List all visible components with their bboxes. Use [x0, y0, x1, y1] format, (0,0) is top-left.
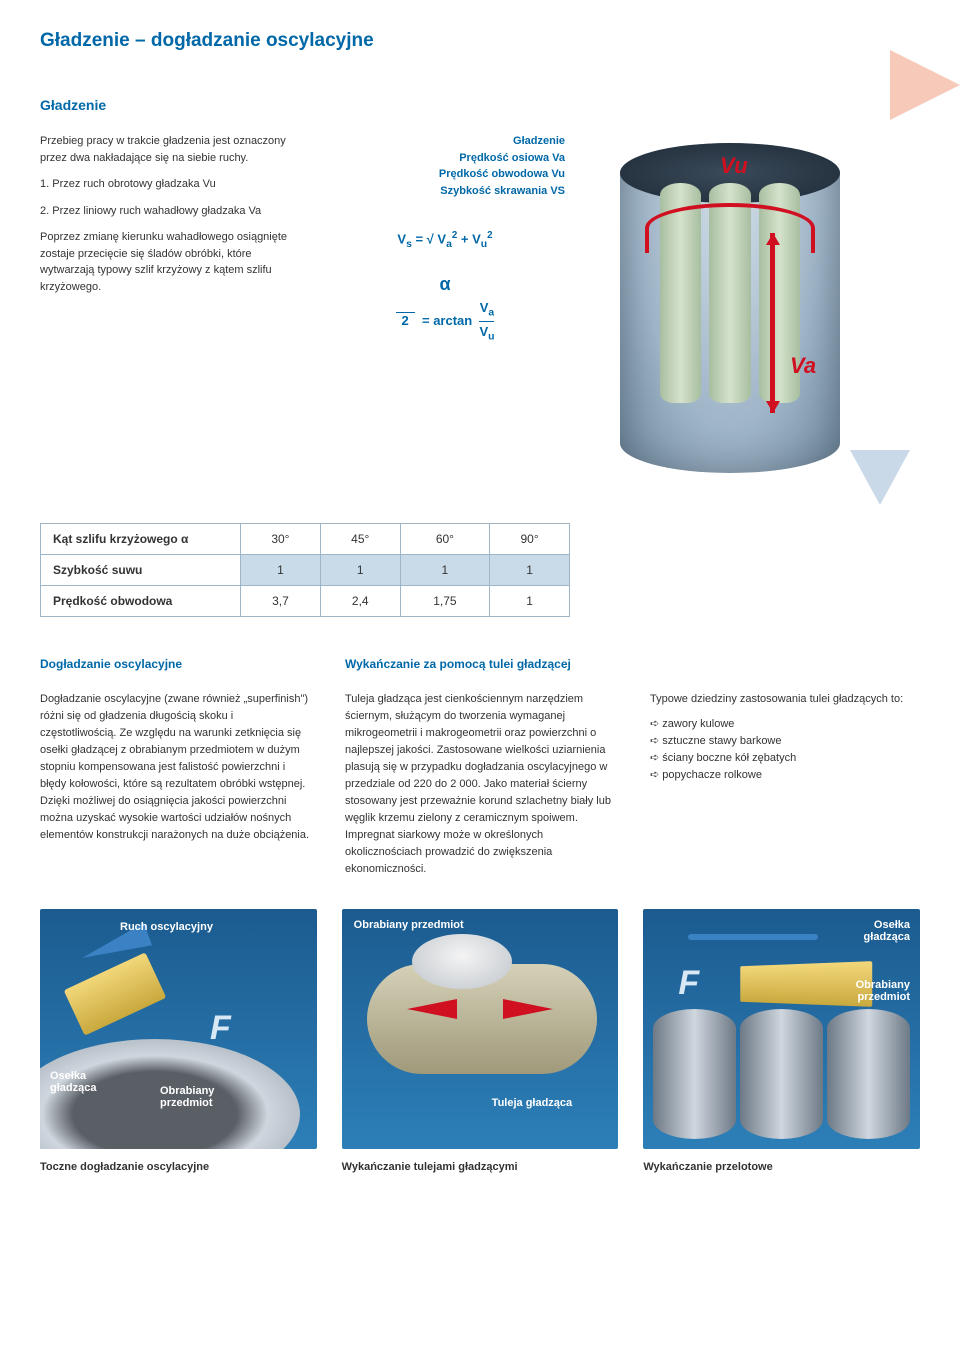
table-cell: 1: [400, 555, 489, 586]
table-cell: 1: [490, 586, 570, 617]
list-item: sztuczne stawy barkowe: [650, 733, 920, 750]
table-row: Szybkość suwu 1 1 1 1: [41, 555, 570, 586]
decorative-triangle-pink: [890, 50, 960, 120]
table-cell: 45°: [320, 524, 400, 555]
roll: [653, 1009, 736, 1139]
lower-col-1: Dogładzanie oscylacyjne (zwane również „…: [40, 691, 310, 879]
table-cell: 90°: [490, 524, 570, 555]
table-cell: 1,75: [400, 586, 489, 617]
legend-l3: Szybkość skrawania VS: [325, 183, 565, 200]
caption-1: Toczne dogładzanie oscylacyjne: [40, 1161, 317, 1173]
table-cell: Szybkość suwu: [41, 555, 241, 586]
intro-p1: Przebieg pracy w trakcie gładzenia jest …: [40, 133, 300, 166]
table-row: Kąt szlifu krzyżowego α 30° 45° 60° 90°: [41, 524, 570, 555]
table-cell: 60°: [400, 524, 489, 555]
d1-label-stone: Osełka gładząca: [50, 1070, 110, 1094]
d2-label-top: Obrabiany przedmiot: [354, 919, 464, 931]
intro-li2: 2. Przez liniowy ruch wahadłowy gładzaka…: [40, 203, 300, 220]
list-item: popychacze rolkowe: [650, 767, 920, 784]
vu-arrow-icon: [645, 203, 815, 253]
force-f-label: F: [210, 1009, 231, 1048]
d3-label-work: Obrabiany przedmiot: [830, 979, 910, 1003]
d3-label-stone: Osełka gładząca: [840, 919, 910, 943]
formula-2: α2 = arctan VaVu: [325, 271, 565, 345]
subhead-top: Gładzenie: [40, 97, 920, 113]
d1-label-work: Obrabiany przedmiot: [160, 1085, 240, 1109]
legend-l1: Prędkość osiowa Va: [325, 150, 565, 167]
lower-headings: Dogładzanie oscylacyjne Wykańczanie za p…: [40, 657, 920, 671]
lower-col-3: Typowe dziedziny zastosowania tulei gład…: [650, 691, 920, 879]
page-title: Gładzenie – dogładzanie oscylacyjne: [40, 30, 920, 52]
formula-1: Vs = √ Va2 + Vu2: [325, 229, 565, 253]
intro-li1: 1. Przez ruch obrotowy gładzaka Vu: [40, 176, 300, 193]
roll: [827, 1009, 910, 1139]
d3-oscillation-arrow-icon: [688, 934, 818, 940]
lower-col-2: Tuleja gładząca jest cienkościennym narz…: [345, 691, 615, 879]
table-cell: 3,7: [241, 586, 321, 617]
va-label: Va: [790, 353, 816, 379]
diagram-throughfeed: Osełka gładząca F Obrabiany przedmiot: [643, 909, 920, 1149]
d1-stone: [64, 952, 167, 1035]
d1-label-top: Ruch oscylacyjny: [120, 921, 213, 933]
table-cell: 1: [320, 555, 400, 586]
legend-column: Gładzenie Prędkość osiowa Va Prędkość ob…: [325, 133, 565, 493]
table-row: Prędkość obwodowa 3,7 2,4 1,75 1: [41, 586, 570, 617]
vu-label: Vu: [720, 153, 748, 179]
list-item: zawory kulowe: [650, 716, 920, 733]
lower-columns: Dogładzanie oscylacyjne (zwane również „…: [40, 691, 920, 879]
d2-label-sleeve: Tuleja gładząca: [492, 1097, 573, 1109]
table-cell: Kąt szlifu krzyżowego α: [41, 524, 241, 555]
diagram-row: Ruch oscylacyjny F Osełka gładząca Obrab…: [40, 909, 920, 1149]
table-cell: 1: [490, 555, 570, 586]
legend-l2: Prędkość obwodowa Vu: [325, 166, 565, 183]
angle-table: Kąt szlifu krzyżowego α 30° 45° 60° 90° …: [40, 523, 570, 617]
va-arrow-icon: [770, 233, 775, 413]
lower-head-2: Wykańczanie za pomocą tulei gładzącej: [345, 657, 615, 671]
list-item: ściany boczne kół zębatych: [650, 750, 920, 767]
table-cell: 30°: [241, 524, 321, 555]
intro-column: Przebieg pracy w trakcie gładzenia jest …: [40, 133, 300, 493]
cylinder-diagram: Vu Va: [590, 133, 870, 493]
diagram-sleeve: Obrabiany przedmiot Tuleja gładząca: [342, 909, 619, 1149]
formulas: Vs = √ Va2 + Vu2 α2 = arctan VaVu: [325, 229, 565, 345]
caption-2: Wykańczanie tulejami gładzącymi: [342, 1161, 619, 1173]
table-cell: 2,4: [320, 586, 400, 617]
diagram-oscillation: Ruch oscylacyjny F Osełka gładząca Obrab…: [40, 909, 317, 1149]
diagram-captions: Toczne dogładzanie oscylacyjne Wykańczan…: [40, 1161, 920, 1173]
lower-head-spacer: [650, 657, 920, 671]
lower-col3-intro: Typowe dziedziny zastosowania tulei gład…: [650, 691, 920, 708]
caption-3: Wykańczanie przelotowe: [643, 1161, 920, 1173]
legend-title: Gładzenie: [325, 133, 565, 150]
intro-p2: Poprzez zmianę kierunku wahadłowego osią…: [40, 229, 300, 295]
application-list: zawory kulowe sztuczne stawy barkowe ści…: [650, 716, 920, 784]
table-cell: 1: [241, 555, 321, 586]
d3-rolls: [653, 1009, 910, 1139]
top-row: Przebieg pracy w trakcie gładzenia jest …: [40, 133, 920, 493]
table-cell: Prędkość obwodowa: [41, 586, 241, 617]
d2-sleeve-disc: [412, 934, 512, 989]
lower-head-1: Dogładzanie oscylacyjne: [40, 657, 310, 671]
roll: [740, 1009, 823, 1139]
force-f-label: F: [678, 964, 699, 1003]
